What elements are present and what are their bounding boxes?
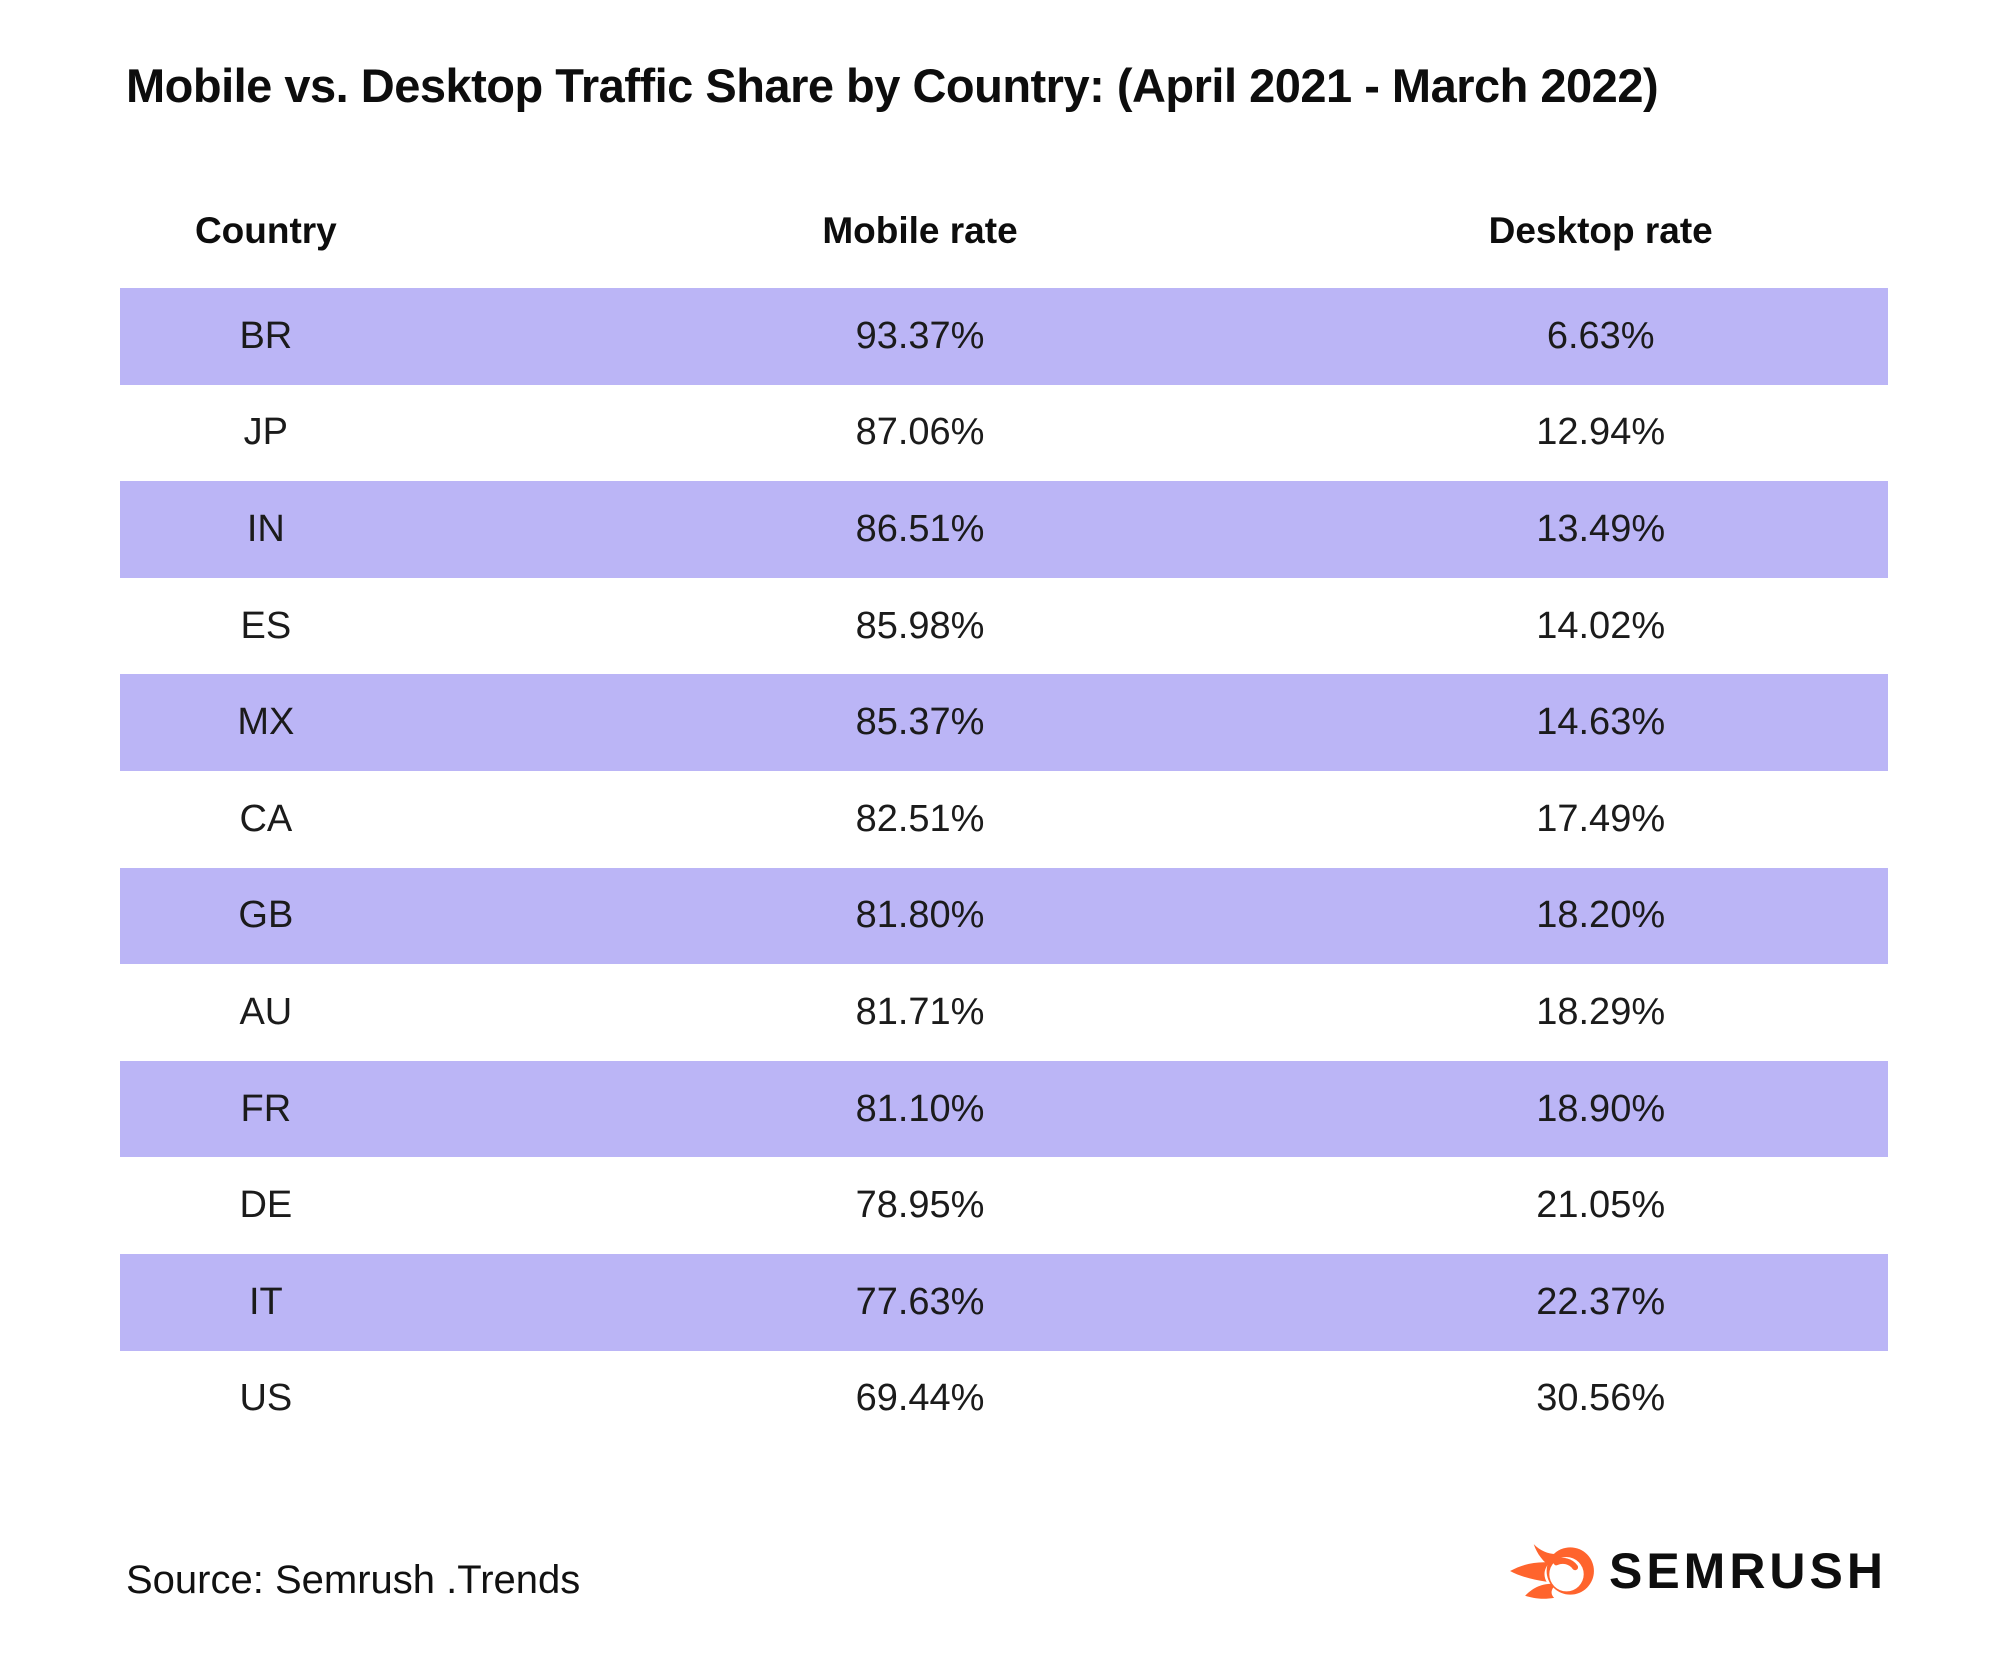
desktop-rate-cell: 6.63% — [1546, 314, 1655, 357]
table-row: AU 81.71% 18.29% — [120, 964, 1888, 1061]
country-code-cell: US — [239, 1377, 293, 1420]
country-code-cell: IT — [248, 1280, 283, 1323]
table-row: BR 93.37% 6.63% — [120, 288, 1888, 385]
mobile-rate-cell: 78.95% — [855, 1184, 985, 1227]
column-header-mobile-rate: Mobile rate — [822, 210, 1018, 251]
source-attribution: Source: Semrush .Trends — [126, 1558, 581, 1602]
table-row: ES 85.98% 14.02% — [120, 577, 1888, 675]
desktop-rate-cell: 17.49% — [1536, 797, 1666, 840]
mobile-rate-cell: 81.10% — [855, 1087, 985, 1130]
desktop-rate-cell: 22.37% — [1536, 1280, 1666, 1323]
desktop-rate-cell: 18.29% — [1536, 990, 1666, 1033]
mobile-rate-cell: 86.51% — [855, 507, 985, 550]
country-code-cell: GB — [238, 894, 294, 937]
desktop-rate-cell: 18.90% — [1536, 1087, 1666, 1130]
mobile-rate-cell: 87.06% — [855, 411, 985, 454]
country-code-cell: CA — [239, 797, 293, 840]
table-row: JP 87.06% 12.94% — [120, 384, 1888, 482]
semrush-flame-icon — [1510, 1544, 1594, 1599]
desktop-rate-cell: 30.56% — [1536, 1377, 1666, 1420]
table-row: GB 81.80% 18.20% — [120, 867, 1888, 965]
table-header-row: Country Mobile rate Desktop rate — [120, 206, 1888, 256]
mobile-rate-cell: 82.51% — [855, 797, 985, 840]
column-header-country: Country — [194, 210, 337, 251]
country-code-cell: MX — [237, 701, 295, 744]
table-body: BR 93.37% 6.63% JP 87.06% 12.94% IN 86.5… — [120, 288, 1888, 1448]
semrush-logo: SEMRUSH — [1509, 1542, 1887, 1600]
chart-title: Mobile vs. Desktop Traffic Share by Coun… — [126, 59, 1659, 112]
desktop-rate-cell: 12.94% — [1536, 411, 1666, 454]
country-code-cell: FR — [240, 1087, 292, 1130]
table-row: IN 86.51% 13.49% — [120, 481, 1888, 578]
desktop-rate-cell: 18.20% — [1536, 894, 1666, 937]
country-code-cell: BR — [239, 314, 293, 357]
table-row: US 69.44% 30.56% — [120, 1350, 1888, 1448]
table-row: IT 77.63% 22.37% — [120, 1253, 1888, 1351]
mobile-rate-cell: 81.80% — [855, 894, 985, 937]
mobile-rate-cell: 85.37% — [855, 701, 985, 744]
semrush-wordmark: SEMRUSH — [1608, 1543, 1887, 1599]
desktop-rate-cell: 13.49% — [1536, 507, 1666, 550]
table-row: FR 81.10% 18.90% — [120, 1060, 1888, 1158]
column-header-desktop-rate: Desktop rate — [1488, 210, 1713, 251]
mobile-rate-cell: 69.44% — [855, 1377, 985, 1420]
table-row: DE 78.95% 21.05% — [120, 1157, 1888, 1254]
country-code-cell: AU — [239, 990, 293, 1033]
mobile-rate-cell: 93.37% — [855, 314, 985, 357]
country-code-cell: DE — [239, 1184, 293, 1227]
country-code-cell: JP — [243, 411, 289, 454]
country-code-cell: ES — [240, 604, 292, 647]
desktop-rate-cell: 21.05% — [1536, 1184, 1666, 1227]
country-code-cell: IN — [246, 507, 285, 550]
table-row: CA 82.51% 17.49% — [120, 770, 1888, 868]
mobile-rate-cell: 77.63% — [855, 1280, 985, 1323]
desktop-rate-cell: 14.02% — [1536, 604, 1666, 647]
desktop-rate-cell: 14.63% — [1536, 701, 1666, 744]
mobile-rate-cell: 81.71% — [855, 990, 985, 1033]
mobile-rate-cell: 85.98% — [855, 604, 985, 647]
table-row: MX 85.37% 14.63% — [120, 674, 1888, 771]
